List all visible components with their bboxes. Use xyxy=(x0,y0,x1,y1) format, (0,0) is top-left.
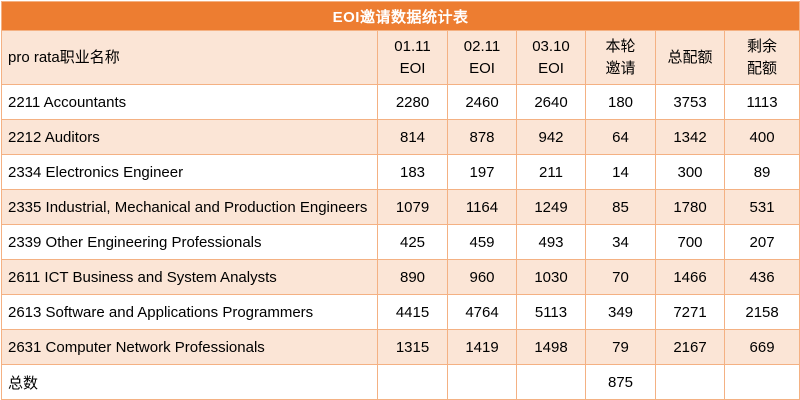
value-cell: 1315 xyxy=(377,329,448,365)
value-cell xyxy=(447,364,517,400)
total-label-cell: 总数 xyxy=(1,364,378,400)
value-cell: 425 xyxy=(377,224,448,260)
value-cell: 3753 xyxy=(655,84,725,120)
value-cell: 197 xyxy=(447,154,517,190)
value-cell: 942 xyxy=(516,119,586,155)
value-cell: 531 xyxy=(723,189,800,225)
table-header-row: pro rata职业名称 01.11 EOI 02.11 EOI 03.10 E… xyxy=(1,30,800,85)
column-header-eoi-0211: 02.11 EOI xyxy=(447,30,517,85)
value-cell: 1466 xyxy=(655,259,725,295)
value-cell: 814 xyxy=(377,119,448,155)
value-cell: 79 xyxy=(585,329,656,365)
column-header-total-quota: 总配额 xyxy=(655,30,725,85)
occupation-cell: 2613 Software and Applications Programme… xyxy=(1,294,378,330)
table-row-total: 总数 875 xyxy=(1,364,800,400)
occupation-cell: 2339 Other Engineering Professionals xyxy=(1,224,378,260)
value-cell: 1419 xyxy=(447,329,517,365)
occupation-cell: 2335 Industrial, Mechanical and Producti… xyxy=(1,189,378,225)
value-cell: 2280 xyxy=(377,84,448,120)
value-cell: 700 xyxy=(655,224,725,260)
value-cell xyxy=(655,364,725,400)
value-cell: 85 xyxy=(585,189,656,225)
occupation-cell: 2334 Electronics Engineer xyxy=(1,154,378,190)
table-row-auditors: 2212 Auditors 814 878 942 64 1342 400 xyxy=(1,119,800,155)
column-header-occupation: pro rata职业名称 xyxy=(1,30,378,85)
column-header-current-round: 本轮 邀请 xyxy=(585,30,656,85)
value-cell: 669 xyxy=(723,329,800,365)
value-cell: 1780 xyxy=(655,189,725,225)
table-row-other-engineering: 2339 Other Engineering Professionals 425… xyxy=(1,224,800,260)
value-cell: 890 xyxy=(377,259,448,295)
value-cell: 5113 xyxy=(516,294,586,330)
table-row-ict-analysts: 2611 ICT Business and System Analysts 89… xyxy=(1,259,800,295)
value-cell xyxy=(516,364,586,400)
value-cell: 183 xyxy=(377,154,448,190)
value-cell: 211 xyxy=(516,154,586,190)
value-cell: 1249 xyxy=(516,189,586,225)
table-title: EOI邀请数据统计表 xyxy=(0,1,800,31)
value-cell: 207 xyxy=(723,224,800,260)
value-cell: 493 xyxy=(516,224,586,260)
value-cell: 436 xyxy=(723,259,800,295)
value-cell: 1498 xyxy=(516,329,586,365)
value-cell: 349 xyxy=(585,294,656,330)
value-cell: 2167 xyxy=(655,329,725,365)
value-cell: 960 xyxy=(447,259,517,295)
column-header-eoi-0310: 03.10 EOI xyxy=(516,30,586,85)
value-cell: 89 xyxy=(723,154,800,190)
table-title-row: EOI邀请数据统计表 xyxy=(0,1,800,31)
table-row-network-professionals: 2631 Computer Network Professionals 1315… xyxy=(1,329,800,365)
value-cell: 878 xyxy=(447,119,517,155)
table-row-accountants: 2211 Accountants 2280 2460 2640 180 3753… xyxy=(1,84,800,120)
table-row-software-programmers: 2613 Software and Applications Programme… xyxy=(1,294,800,330)
column-header-remaining-quota: 剩余 配额 xyxy=(723,30,800,85)
value-cell: 400 xyxy=(723,119,800,155)
value-cell: 1113 xyxy=(723,84,800,120)
value-cell xyxy=(377,364,448,400)
value-cell: 70 xyxy=(585,259,656,295)
value-cell: 1079 xyxy=(377,189,448,225)
value-cell: 4764 xyxy=(447,294,517,330)
value-cell: 875 xyxy=(585,364,656,400)
occupation-cell: 2211 Accountants xyxy=(1,84,378,120)
column-header-eoi-0111: 01.11 EOI xyxy=(377,30,448,85)
value-cell xyxy=(723,364,800,400)
occupation-cell: 2631 Computer Network Professionals xyxy=(1,329,378,365)
value-cell: 300 xyxy=(655,154,725,190)
value-cell: 64 xyxy=(585,119,656,155)
value-cell: 7271 xyxy=(655,294,725,330)
occupation-cell: 2212 Auditors xyxy=(1,119,378,155)
value-cell: 180 xyxy=(585,84,656,120)
value-cell: 1164 xyxy=(447,189,517,225)
table-row-industrial-engineers: 2335 Industrial, Mechanical and Producti… xyxy=(1,189,800,225)
value-cell: 1030 xyxy=(516,259,586,295)
value-cell: 459 xyxy=(447,224,517,260)
value-cell: 2460 xyxy=(447,84,517,120)
value-cell: 1342 xyxy=(655,119,725,155)
value-cell: 34 xyxy=(585,224,656,260)
value-cell: 2640 xyxy=(516,84,586,120)
value-cell: 2158 xyxy=(723,294,800,330)
occupation-cell: 2611 ICT Business and System Analysts xyxy=(1,259,378,295)
value-cell: 14 xyxy=(585,154,656,190)
table-row-electronics-engineer: 2334 Electronics Engineer 183 197 211 14… xyxy=(1,154,800,190)
value-cell: 4415 xyxy=(377,294,448,330)
